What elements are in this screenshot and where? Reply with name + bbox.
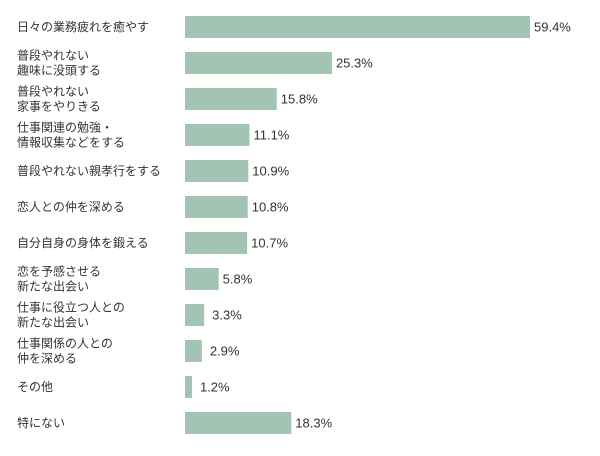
bar-row: 仕事に役立つ人との新たな出会い 3.3% xyxy=(17,300,242,330)
category-label-line: 家事をやりきる xyxy=(17,99,101,114)
category-label: 普段やれない親孝行をする xyxy=(17,163,161,178)
bar-row: 日々の業務疲れを癒やす 59.4% xyxy=(17,16,571,38)
category-label-line: 普段やれない xyxy=(17,84,89,99)
bar xyxy=(185,196,248,218)
bar xyxy=(185,88,277,110)
category-label-line: 恋を予感させる xyxy=(17,264,101,279)
bar xyxy=(185,340,202,362)
category-label: 自分自身の身体を鍛える xyxy=(17,235,149,250)
category-label: 恋人との仲を深める xyxy=(17,199,125,214)
value-label: 59.4% xyxy=(534,20,571,35)
value-label: 10.7% xyxy=(251,236,288,251)
category-label: 日々の業務疲れを癒やす xyxy=(17,19,149,34)
category-label: 恋を予感させる新たな出会い xyxy=(17,264,101,294)
category-label-line: 新たな出会い xyxy=(17,279,89,294)
category-label-line: 仕事関係の人との xyxy=(17,337,113,351)
bar xyxy=(185,376,192,398)
bar xyxy=(185,232,248,254)
value-label: 15.8% xyxy=(281,92,318,107)
category-label-line: 普段やれない親孝行をする xyxy=(17,163,161,178)
value-label: 18.3% xyxy=(295,416,332,431)
bar-row: 普段やれない親孝行をする 10.9% xyxy=(17,160,290,182)
bar-row: 自分自身の身体を鍛える 10.7% xyxy=(17,232,288,254)
bar xyxy=(185,124,250,146)
value-label: 2.9% xyxy=(210,344,240,359)
category-label: 普段やれない趣味に没頭する xyxy=(17,48,101,78)
category-label-line: その他 xyxy=(17,380,53,394)
value-label: 25.3% xyxy=(336,56,373,71)
value-label: 11.1% xyxy=(253,128,289,143)
bar-row: 仕事関係の人との仲を深める 2.9% xyxy=(17,337,240,366)
category-label: 特にない xyxy=(17,415,65,430)
bar-row: 普段やれない趣味に没頭する 25.3% xyxy=(17,48,373,78)
category-label: 普段やれない家事をやりきる xyxy=(17,84,101,114)
bar-row: 恋を予感させる新たな出会い 5.8% xyxy=(17,264,253,294)
category-label-line: 恋人との仲を深める xyxy=(17,199,125,214)
value-label: 10.8% xyxy=(252,200,289,215)
category-label: 仕事関係の人との仲を深める xyxy=(17,337,113,366)
category-label: 仕事関連の勉強・情報収集などをする xyxy=(17,121,125,150)
bar-row: 特にない 18.3% xyxy=(17,412,333,434)
value-label: 3.3% xyxy=(212,308,242,323)
category-label-line: 仕事関連の勉強・ xyxy=(17,121,113,135)
bar-row: 仕事関連の勉強・情報収集などをする 11.1% xyxy=(17,121,290,150)
bar-row: 普段やれない家事をやりきる 15.8% xyxy=(17,84,318,114)
category-label-line: 趣味に没頭する xyxy=(17,63,101,78)
value-label: 10.9% xyxy=(252,164,289,179)
category-label-line: 情報収集などをする xyxy=(17,135,125,150)
bar xyxy=(185,52,332,74)
category-label-line: 特にない xyxy=(17,415,65,430)
value-label: 1.2% xyxy=(200,380,230,395)
category-label-line: 仕事に役立つ人との xyxy=(17,300,125,315)
bar xyxy=(185,304,205,326)
bar xyxy=(185,16,530,38)
category-label-line: 日々の業務疲れを癒やす xyxy=(17,19,149,34)
bar xyxy=(185,160,249,182)
bar xyxy=(185,268,219,290)
bar xyxy=(185,412,292,434)
bar-row: 恋人との仲を深める 10.8% xyxy=(17,196,289,218)
category-label-line: 普段やれない xyxy=(17,48,89,63)
category-label-line: 自分自身の身体を鍛える xyxy=(17,235,149,250)
category-label-line: 仲を深める xyxy=(17,352,77,366)
category-label: その他 xyxy=(17,380,53,394)
value-label: 5.8% xyxy=(223,272,253,287)
bar-row: その他 1.2% xyxy=(17,376,230,398)
category-label-line: 新たな出会い xyxy=(17,315,89,330)
category-label: 仕事に役立つ人との新たな出会い xyxy=(17,300,125,330)
